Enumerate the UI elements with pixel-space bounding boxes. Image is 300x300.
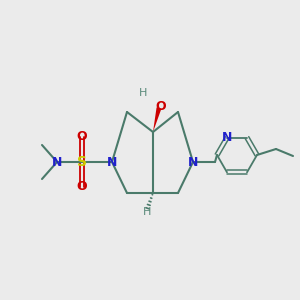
Text: N: N xyxy=(222,131,232,144)
Text: O: O xyxy=(77,130,87,143)
Text: H: H xyxy=(139,88,147,98)
Text: S: S xyxy=(77,155,87,169)
Text: O: O xyxy=(156,100,166,113)
Text: N: N xyxy=(52,155,62,169)
Text: O: O xyxy=(77,181,87,194)
Text: N: N xyxy=(188,155,198,169)
Text: N: N xyxy=(107,155,117,169)
Polygon shape xyxy=(153,107,161,132)
Text: H: H xyxy=(143,207,151,217)
